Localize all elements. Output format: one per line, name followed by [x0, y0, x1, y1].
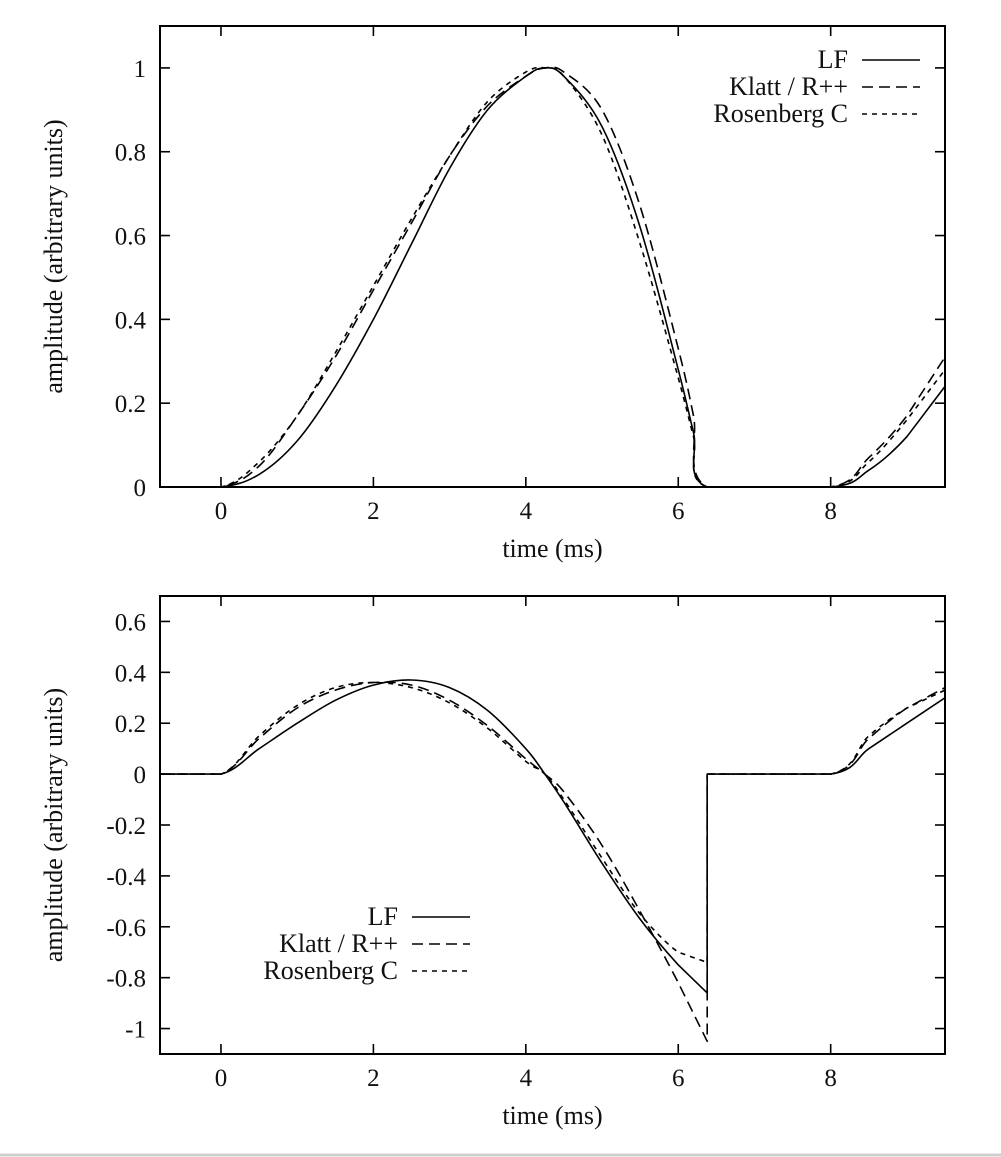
y-tick-label: 0	[134, 475, 147, 502]
x-axis-label: time (ms)	[502, 1101, 602, 1130]
series-line-rosenberg-c	[160, 681, 945, 964]
x-tick-label: 8	[824, 498, 837, 525]
legend-label: Klatt / R++	[729, 72, 848, 101]
chart-bottom: 0 2 4 6 8 -1 -0.8 -0.6 -0.4 -0.2 0 0.2 0.4 0.6 time (m…	[39, 595, 946, 1130]
y-tick-label: 0.2	[115, 391, 146, 418]
legend-label: LF	[818, 45, 848, 74]
series-line-lf	[160, 67, 945, 487]
y-tick-label: -0.8	[106, 966, 146, 993]
series-line-lf	[160, 679, 945, 994]
x-axis-label: time (ms)	[502, 534, 602, 563]
y-tick-label: 0.4	[115, 660, 147, 687]
x-tick-label: 0	[215, 1065, 228, 1092]
x-tick-label: 4	[520, 498, 533, 525]
plot-frame	[159, 25, 946, 488]
legend-label: Rosenberg C	[713, 99, 848, 128]
y-tick-label: 0	[134, 762, 147, 789]
y-tick-label: 0.6	[115, 609, 146, 636]
y-tick-label: -1	[125, 1017, 146, 1044]
legend-label: LF	[368, 902, 398, 931]
y-axis-label: amplitude (arbitrary units)	[39, 688, 68, 962]
series-line-rosenberg-c	[160, 66, 945, 487]
x-tick-label: 4	[520, 1065, 533, 1092]
plot-frame	[159, 595, 946, 1055]
y-tick-label: -0.2	[106, 813, 146, 840]
x-tick-label: 6	[672, 498, 685, 525]
y-tick-label: 0.4	[115, 307, 147, 334]
x-tick-label: 0	[215, 498, 228, 525]
x-tick-label: 2	[367, 498, 380, 525]
legend-label: Klatt / R++	[279, 929, 398, 958]
x-tick-label: 2	[367, 1065, 380, 1092]
series-line-klatt-r-	[160, 66, 945, 487]
y-tick-label: 0.6	[115, 224, 146, 251]
series-line-klatt-r-	[160, 681, 945, 1043]
y-tick-label: -0.4	[106, 864, 146, 891]
y-tick-label: 0.8	[115, 140, 146, 167]
x-tick-label: 6	[672, 1065, 685, 1092]
legend-label: Rosenberg C	[263, 956, 398, 985]
y-tick-label: 0.2	[115, 711, 146, 738]
chart-top: 0 2 4 6 8 0 0.2 0.4 0.6 0.8 1 time (ms) amplitude (a…	[39, 25, 946, 563]
y-tick-label: 1	[134, 56, 147, 83]
x-tick-label: 8	[824, 1065, 837, 1092]
y-axis-label: amplitude (arbitrary units)	[39, 119, 68, 393]
y-tick-label: -0.6	[106, 915, 146, 942]
